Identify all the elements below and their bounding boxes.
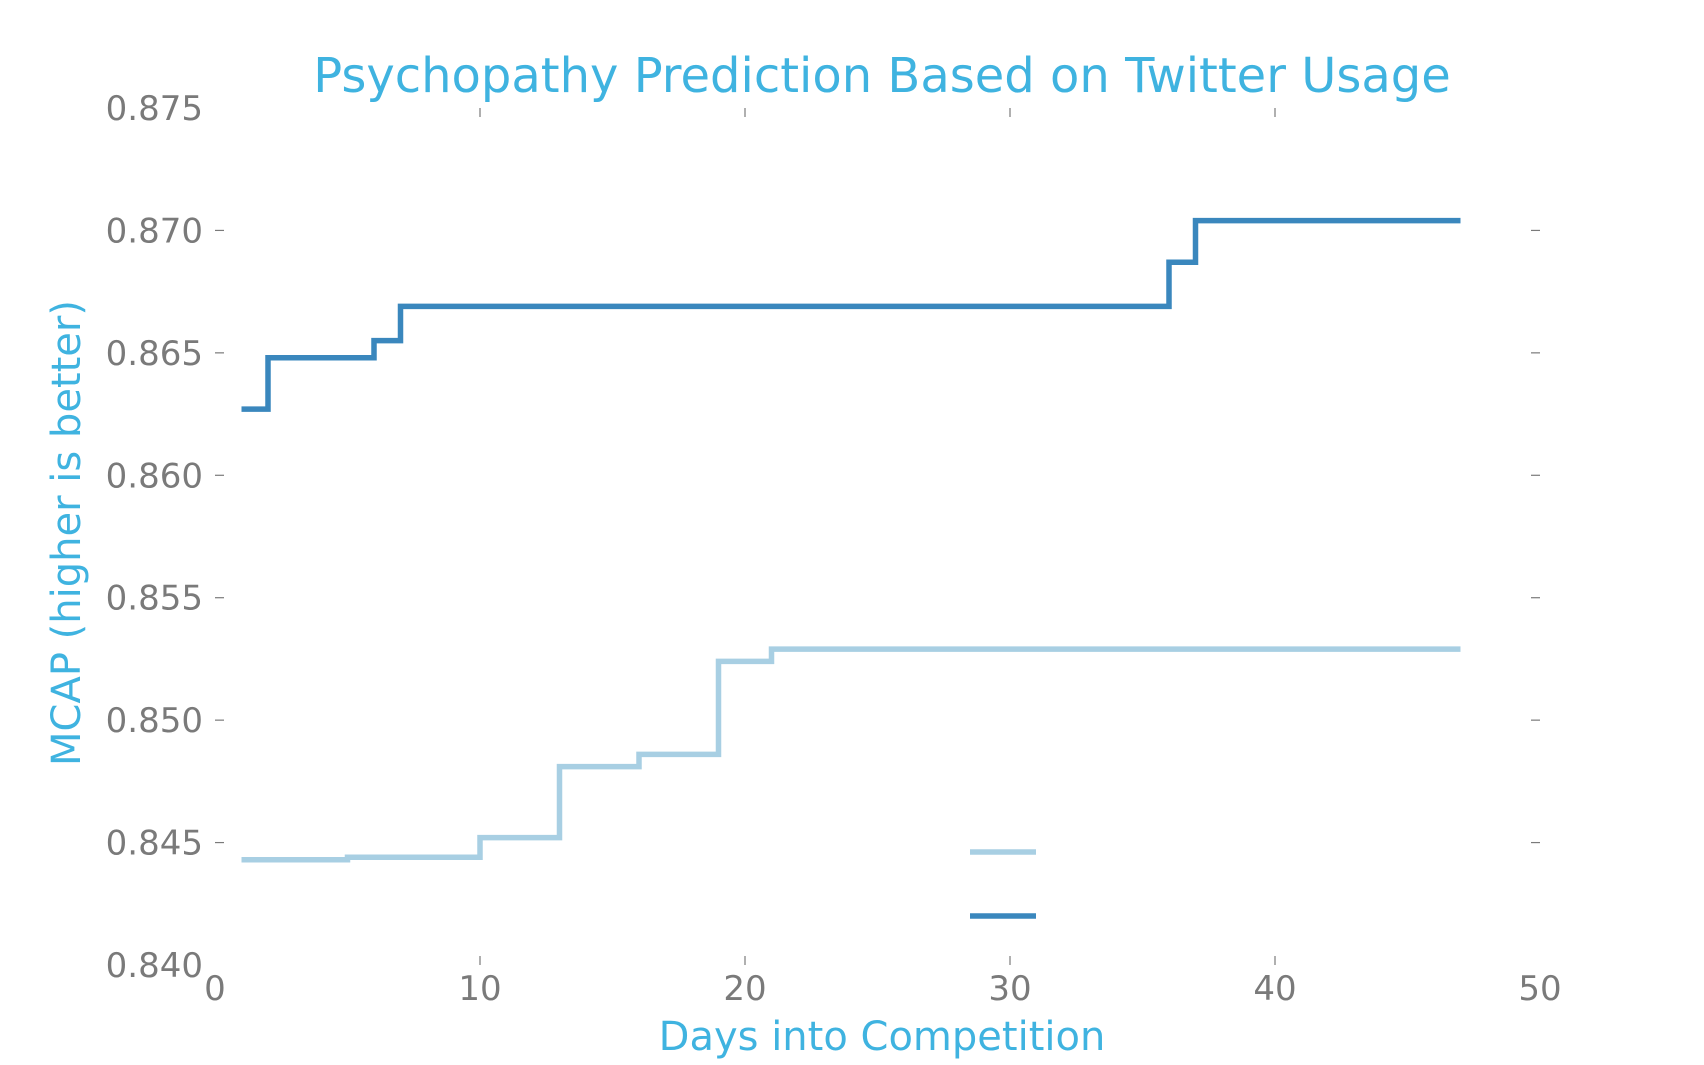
x-tick-label: 0 <box>204 969 226 1009</box>
x-tick-label: 10 <box>458 969 501 1009</box>
x-tick-label: 30 <box>988 969 1031 1009</box>
x-tick-label: 40 <box>1253 969 1296 1009</box>
x-tick-label: 50 <box>1518 969 1561 1009</box>
x-axis-ticks: 0 10 20 30 40 50 <box>204 108 1562 1009</box>
x-axis-label: Days into Competition <box>659 1014 1106 1060</box>
legend <box>970 849 1036 919</box>
series-line-2 <box>241 217 1461 412</box>
y-tick-label: 0.860 <box>106 456 203 496</box>
y-tick-label: 0.875 <box>106 89 203 129</box>
y-tick-label: 0.850 <box>106 701 203 741</box>
y-tick-label: 0.845 <box>106 824 203 864</box>
y-tick-label: 0.855 <box>106 579 203 619</box>
chart-title: Psychopathy Prediction Based on Twitter … <box>313 48 1451 104</box>
x-tick-label: 20 <box>723 969 766 1009</box>
y-tick-label: 0.840 <box>106 946 203 986</box>
y-axis-label: MCAP (higher is better) <box>44 300 90 766</box>
y-tick-label: 0.865 <box>106 334 203 374</box>
y-axis-ticks: 0.840 0.845 0.850 0.855 0.860 0.865 0.870 0.875 <box>106 89 1540 986</box>
y-tick-label: 0.870 <box>106 211 203 251</box>
series-layer <box>241 217 1461 863</box>
series-line-1 <box>241 646 1461 863</box>
